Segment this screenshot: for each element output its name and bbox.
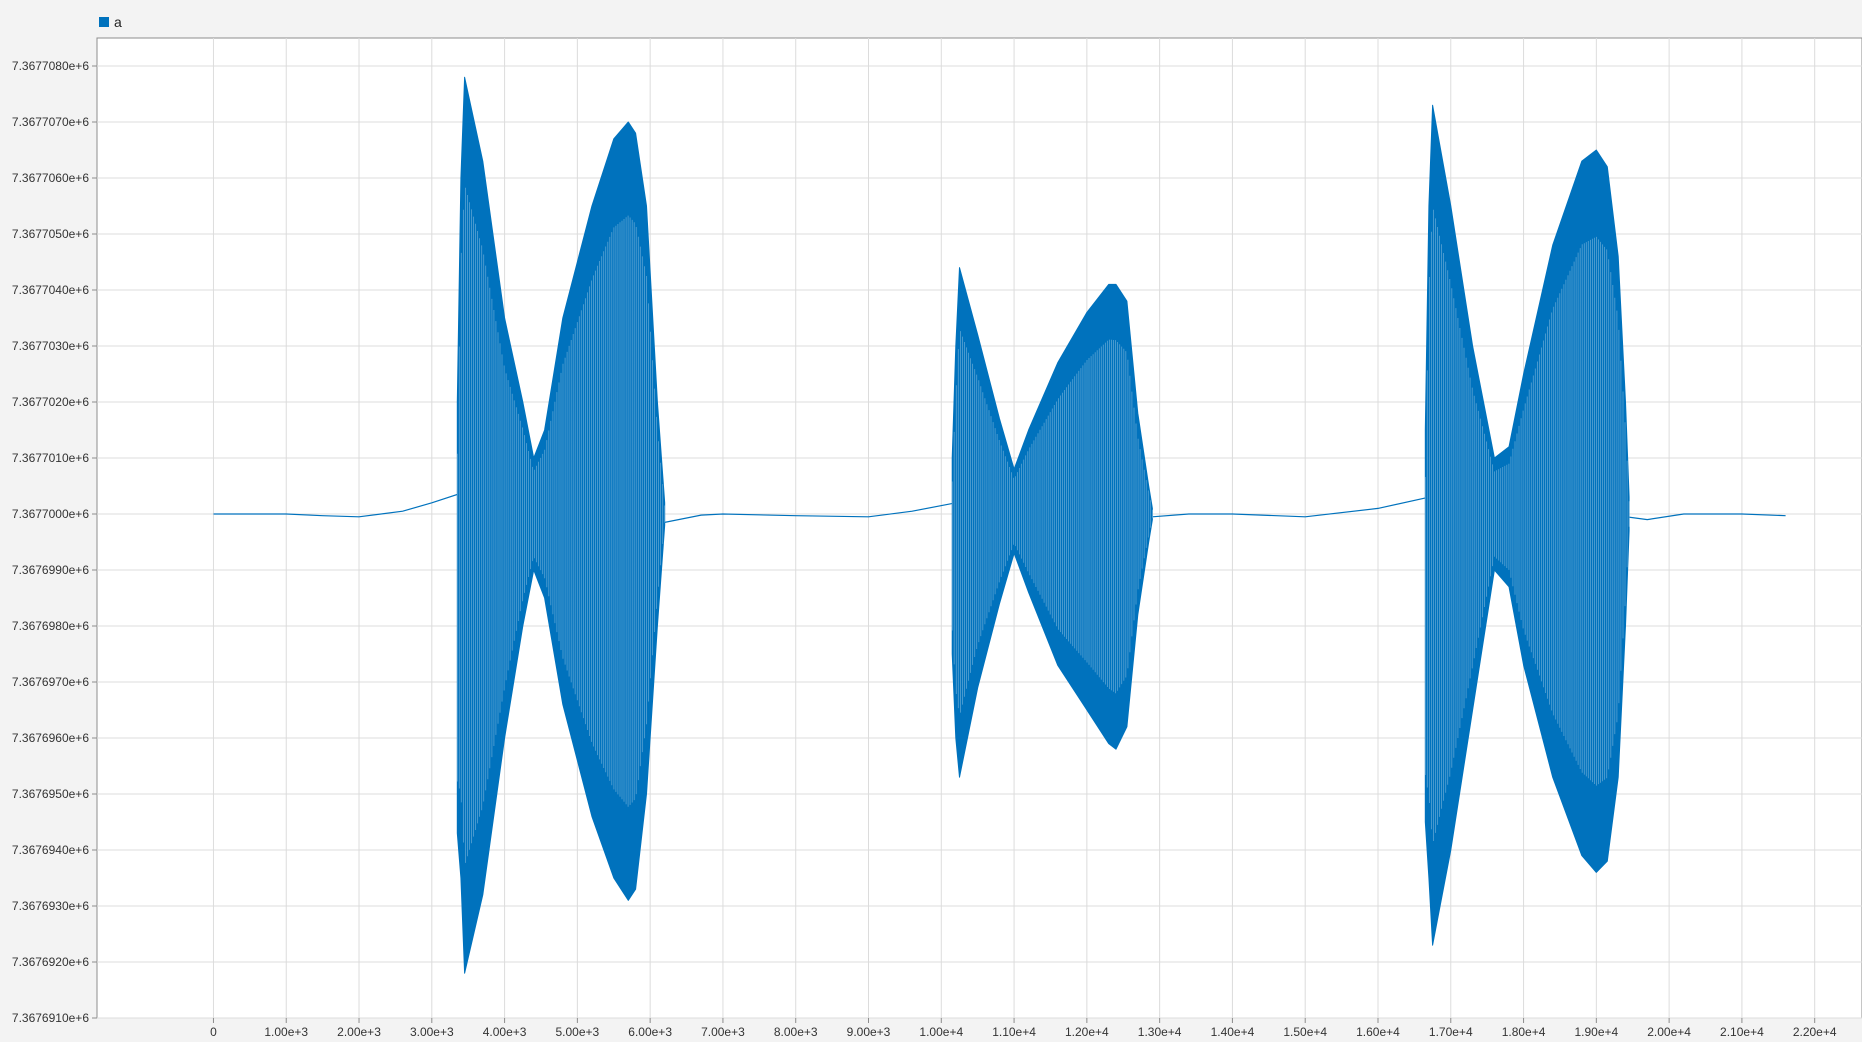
y-tick-label: 7.3677080e+6 (12, 59, 89, 73)
y-tick-label: 7.3677060e+6 (12, 171, 89, 185)
y-tick-label: 7.3677070e+6 (12, 115, 89, 129)
x-tick-label: 4.00e+3 (483, 1025, 527, 1039)
grid (97, 38, 1862, 1019)
x-tick-label: 1.80e+4 (1502, 1025, 1546, 1039)
x-tick-label: 1.20e+4 (1065, 1025, 1109, 1039)
legend-swatch-a (99, 17, 109, 27)
x-tick-label: 1.00e+3 (264, 1025, 308, 1039)
x-tick-label: 2.20e+4 (1793, 1025, 1837, 1039)
x-tick-label: 1.70e+4 (1429, 1025, 1473, 1039)
y-axis: 7.3677080e+6 7.3677070e+6 7.3677060e+6 7.36… (12, 59, 97, 1025)
y-tick-label: 7.3676990e+6 (12, 563, 89, 577)
x-axis: 0 1.00e+3 2.00e+3 3.00e+3 4.00e+3 5.00e+3 6.00… (210, 1018, 1837, 1039)
legend-label-a: a (114, 14, 122, 30)
y-tick-label: 7.3677030e+6 (12, 339, 89, 353)
y-tick-label: 7.3676940e+6 (12, 843, 89, 857)
x-tick-label: 1.50e+4 (1283, 1025, 1327, 1039)
x-tick-label: 9.00e+3 (847, 1025, 891, 1039)
y-tick-label: 7.3676980e+6 (12, 619, 89, 633)
x-tick-label: 2.00e+3 (337, 1025, 381, 1039)
y-tick-label: 7.3676910e+6 (12, 1011, 89, 1025)
y-tick-label: 7.3677020e+6 (12, 395, 89, 409)
x-tick-label: 0 (210, 1025, 217, 1039)
series-a-burst-3-texture (1424, 209, 1630, 841)
x-tick-label: 1.10e+4 (992, 1025, 1036, 1039)
x-tick-label: 5.00e+3 (556, 1025, 600, 1039)
x-tick-label: 7.00e+3 (701, 1025, 745, 1039)
x-tick-label: 2.10e+4 (1720, 1025, 1764, 1039)
y-tick-label: 7.3676970e+6 (12, 675, 89, 689)
x-tick-label: 2.00e+4 (1647, 1025, 1691, 1039)
series-a-burst-1-texture (456, 187, 666, 863)
x-tick-label: 1.60e+4 (1356, 1025, 1400, 1039)
x-tick-label: 3.00e+3 (410, 1025, 454, 1039)
y-tick-label: 7.3676930e+6 (12, 899, 89, 913)
y-tick-label: 7.3677040e+6 (12, 283, 89, 297)
x-tick-label: 6.00e+3 (628, 1025, 672, 1039)
x-tick-label: 1.30e+4 (1138, 1025, 1182, 1039)
legend[interactable]: a (99, 14, 122, 30)
y-tick-label: 7.3677010e+6 (12, 451, 89, 465)
x-tick-label: 1.00e+4 (919, 1025, 963, 1039)
x-tick-label: 1.40e+4 (1211, 1025, 1255, 1039)
y-tick-label: 7.3677050e+6 (12, 227, 89, 241)
y-tick-label: 7.3676960e+6 (12, 731, 89, 745)
y-tick-label: 7.3676920e+6 (12, 955, 89, 969)
x-tick-label: 1.90e+4 (1574, 1025, 1618, 1039)
y-tick-label: 7.3676950e+6 (12, 787, 89, 801)
series-a-burst-2-texture (951, 331, 1153, 713)
series-a (213, 76, 1786, 974)
series-a-burst-1-envelope (456, 76, 666, 974)
series-a-burst-2-envelope (951, 267, 1153, 778)
series-a-burst-3-envelope (1424, 104, 1630, 946)
y-tick-label: 7.3677000e+6 (12, 507, 89, 521)
x-tick-label: 8.00e+3 (774, 1025, 818, 1039)
